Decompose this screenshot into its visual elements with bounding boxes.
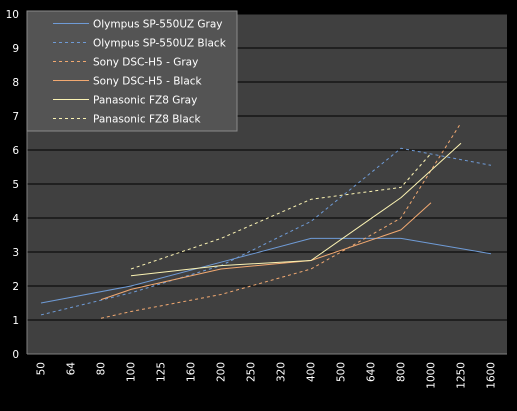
x-tick-label: 800 [396, 362, 408, 382]
y-tick-label: 5 [12, 179, 19, 191]
y-tick-label: 8 [12, 77, 19, 89]
series-line-0 [40, 237, 492, 304]
x-tick-label: 400 [306, 362, 318, 382]
y-tick-label: 10 [6, 9, 19, 21]
legend: Olympus SP-550UZ Gray Olympus SP-550UZ Bl… [26, 10, 238, 132]
x-tick-label: 320 [276, 362, 288, 382]
x-tick-label: 1600 [486, 362, 498, 389]
x-tick-label: 1000 [426, 362, 438, 389]
legend-label-3: Sony DSC-H5 - Black [93, 76, 203, 88]
y-tick-label: 4 [12, 213, 19, 225]
series-line-5 [130, 153, 432, 270]
x-tick-label: 250 [246, 362, 258, 382]
x-tick-label: 1250 [456, 362, 468, 389]
series-line-3 [100, 202, 432, 301]
y-tick-label: 9 [12, 43, 19, 55]
x-tick-label: 80 [96, 362, 108, 375]
x-tick-label: 64 [66, 362, 78, 376]
legend-box [26, 10, 238, 132]
series-line-2 [100, 122, 462, 319]
legend-label-2: Sony DSC-H5 - Gray [93, 57, 198, 69]
legend-label-5: Panasonic FZ8 Black [93, 114, 202, 126]
y-tick-label: 6 [12, 145, 19, 157]
legend-label-4: Panasonic FZ8 Gray [93, 95, 197, 107]
y-tick-label: 0 [12, 349, 19, 361]
legend-label-1: Olympus SP-550UZ Black [93, 38, 227, 50]
x-tick-label: 125 [156, 362, 168, 382]
series-lines [40, 122, 492, 319]
series-line-4 [130, 142, 462, 277]
x-tick-label: 200 [216, 362, 228, 382]
axes: 0 1 2 3 4 5 6 7 8 9 10 50 64 80 100 125 160 200 250 320 400 5… [6, 9, 507, 389]
legend-label-0: Olympus SP-550UZ Gray [93, 19, 222, 31]
x-tick-label: 160 [186, 362, 198, 382]
x-tick-label: 640 [366, 362, 378, 382]
y-tick-label: 1 [12, 315, 19, 327]
series-line-1 [40, 147, 492, 316]
y-tick-label: 3 [12, 247, 19, 259]
y-tick-label: 2 [12, 281, 19, 293]
x-tick-label: 50 [36, 362, 48, 375]
x-tick-label: 500 [336, 362, 348, 382]
x-tick-label: 100 [126, 362, 138, 382]
y-tick-label: 7 [12, 111, 19, 123]
